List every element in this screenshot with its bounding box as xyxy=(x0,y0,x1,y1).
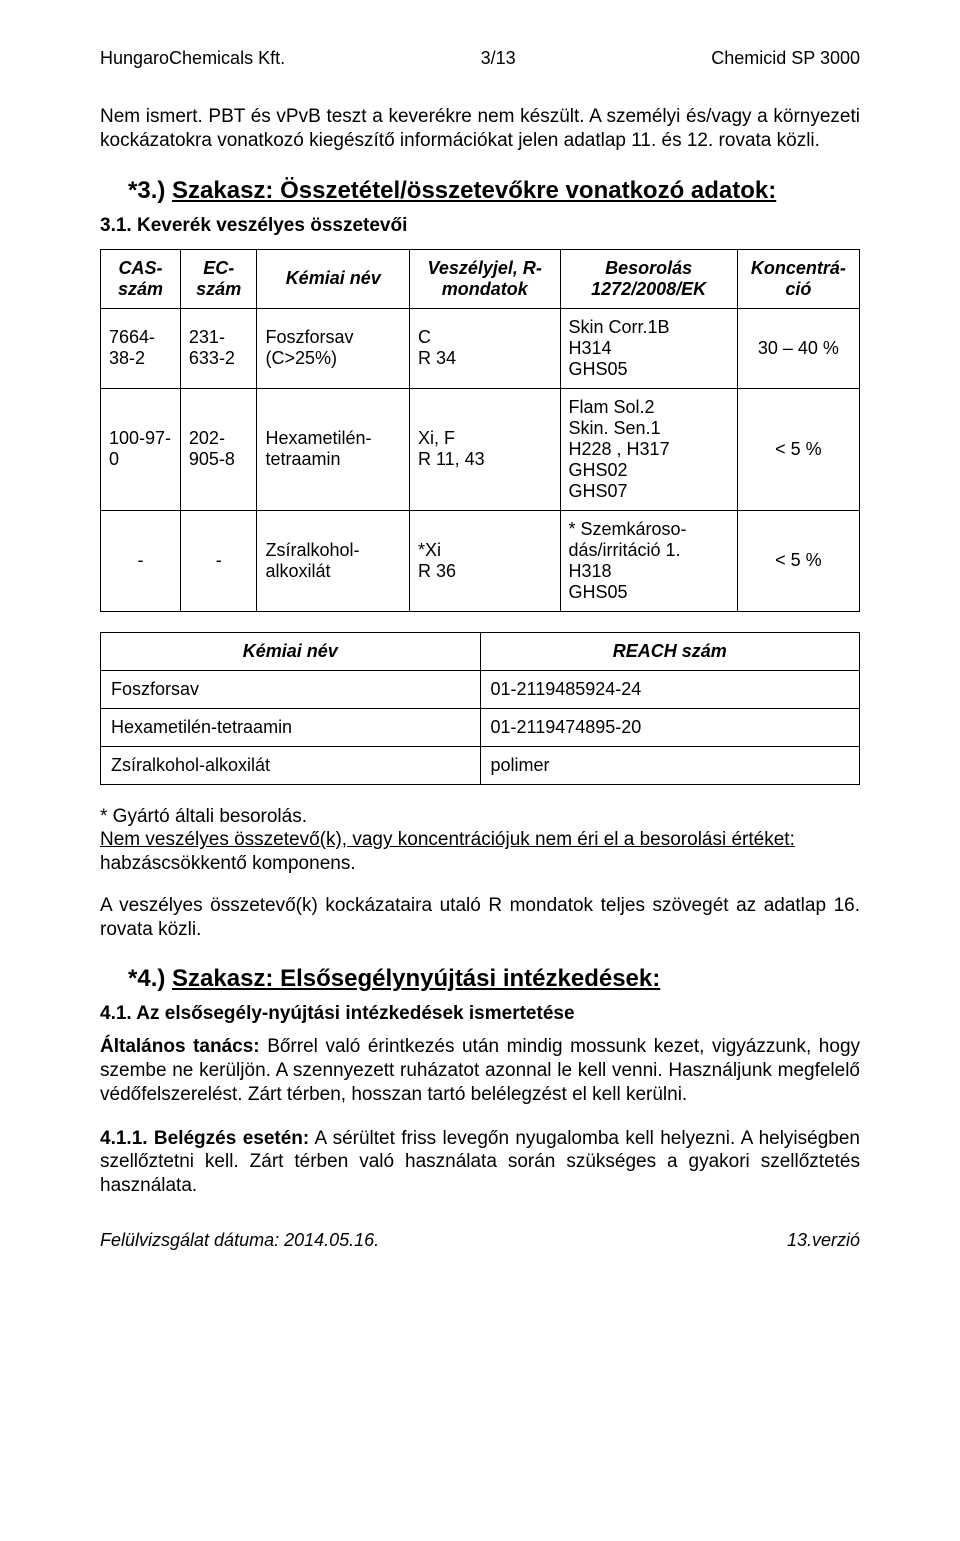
cell-hazard: C R 34 xyxy=(409,308,560,388)
table-row: Zsíralkohol-alkoxilát polimer xyxy=(101,746,860,784)
th-hazard: Veszélyjel, R-mondatok xyxy=(409,249,560,308)
table-row: 7664-38-2 231-633-2 Foszforsav (C>25%) C… xyxy=(101,308,860,388)
th-name: Kémiai név xyxy=(257,249,409,308)
table-row: Hexametilén-tetraamin 01-2119474895-20 xyxy=(101,708,860,746)
section-3-underline: Szakasz: Összetétel/összetevőkre vonatko… xyxy=(172,177,776,204)
cell-name: Hexametilén-tetraamin xyxy=(257,388,409,510)
general-advice-label: Általános tanács: xyxy=(100,1036,260,1057)
intro-paragraph: Nem ismert. PBT és vPvB teszt a keverékr… xyxy=(100,105,860,153)
cell-ec: - xyxy=(180,510,257,611)
cell-class: Skin Corr.1B H314 GHS05 xyxy=(560,308,737,388)
cell-class: * Szemkároso-dás/irritáció 1. H318 GHS05 xyxy=(560,510,737,611)
cell-name: Hexametilén-tetraamin xyxy=(101,708,481,746)
section-3-prefix: *3.) xyxy=(128,177,172,204)
inhalation-paragraph: 4.1.1. Belégzés esetén: A sérültet friss… xyxy=(100,1127,860,1198)
cell-ec: 231-633-2 xyxy=(180,308,257,388)
th-ec: EC-szám xyxy=(180,249,257,308)
cell-hazard: Xi, F R 11, 43 xyxy=(409,388,560,510)
cell-conc: 30 – 40 % xyxy=(737,308,859,388)
cell-name: Foszforsav (C>25%) xyxy=(257,308,409,388)
page: HungaroChemicals Kft. 3/13 Chemicid SP 3… xyxy=(0,0,960,1307)
section-3-1-heading: 3.1. Keverék veszélyes összetevői xyxy=(100,215,860,237)
manufacturer-note: * Gyártó általi besorolás. Nem veszélyes… xyxy=(100,805,860,876)
th-cas: CAS-szám xyxy=(101,249,181,308)
page-footer: Felülvizsgálat dátuma: 2014.05.16. 13.ve… xyxy=(100,1230,860,1251)
header-left: HungaroChemicals Kft. xyxy=(100,48,285,69)
r-phrase-note: A veszélyes összetevő(k) kockázataira ut… xyxy=(100,894,860,942)
cell-ec: 202-905-8 xyxy=(180,388,257,510)
section-4-title: *4.) Szakasz: Elsősegélynyújtási intézke… xyxy=(128,965,860,993)
section-4-1-heading: 4.1. Az elsősegély-nyújtási intézkedések… xyxy=(100,1003,860,1025)
table-row: 100-97-0 202-905-8 Hexametilén-tetraamin… xyxy=(101,388,860,510)
cell-hazard: *Xi R 36 xyxy=(409,510,560,611)
note-tail: habzáscsökkentő komponens. xyxy=(100,853,356,874)
header-center: 3/13 xyxy=(481,48,516,69)
table-header-row: Kémiai név REACH szám xyxy=(101,632,860,670)
inhalation-label: 4.1.1. Belégzés esetén: xyxy=(100,1128,309,1149)
cell-cas: 100-97-0 xyxy=(101,388,181,510)
cell-cas: - xyxy=(101,510,181,611)
cell-conc: < 5 % xyxy=(737,388,859,510)
page-header: HungaroChemicals Kft. 3/13 Chemicid SP 3… xyxy=(100,48,860,69)
cell-reach: 01-2119485924-24 xyxy=(480,670,860,708)
composition-table: CAS-szám EC-szám Kémiai név Veszélyjel, … xyxy=(100,249,860,612)
section-4-underline: Szakasz: Elsősegélynyújtási intézkedések… xyxy=(172,965,660,992)
cell-reach: polimer xyxy=(480,746,860,784)
footer-left: Felülvizsgálat dátuma: 2014.05.16. xyxy=(100,1230,379,1251)
table-row: Foszforsav 01-2119485924-24 xyxy=(101,670,860,708)
th-name: Kémiai név xyxy=(101,632,481,670)
cell-class: Flam Sol.2 Skin. Sen.1 H228 , H317 GHS02… xyxy=(560,388,737,510)
cell-conc: < 5 % xyxy=(737,510,859,611)
th-conc: Koncentrá-ció xyxy=(737,249,859,308)
cell-reach: 01-2119474895-20 xyxy=(480,708,860,746)
reach-table: Kémiai név REACH szám Foszforsav 01-2119… xyxy=(100,632,860,785)
table-header-row: CAS-szám EC-szám Kémiai név Veszélyjel, … xyxy=(101,249,860,308)
note-underlined: Nem veszélyes összetevő(k), vagy koncent… xyxy=(100,829,795,850)
header-right: Chemicid SP 3000 xyxy=(711,48,860,69)
th-reach: REACH szám xyxy=(480,632,860,670)
cell-cas: 7664-38-2 xyxy=(101,308,181,388)
th-class: Besorolás 1272/2008/EK xyxy=(560,249,737,308)
table-row: - - Zsíralkohol-alkoxilát *Xi R 36 * Sze… xyxy=(101,510,860,611)
general-advice-paragraph: Általános tanács: Bőrrel való érintkezés… xyxy=(100,1035,860,1106)
cell-name: Foszforsav xyxy=(101,670,481,708)
note-plain: * Gyártó általi besorolás. xyxy=(100,806,307,827)
section-4-prefix: *4.) xyxy=(128,965,172,992)
footer-right: 13.verzió xyxy=(787,1230,860,1251)
cell-name: Zsíralkohol-alkoxilát xyxy=(257,510,409,611)
cell-name: Zsíralkohol-alkoxilát xyxy=(101,746,481,784)
section-3-title: *3.) Szakasz: Összetétel/összetevőkre vo… xyxy=(128,177,860,205)
